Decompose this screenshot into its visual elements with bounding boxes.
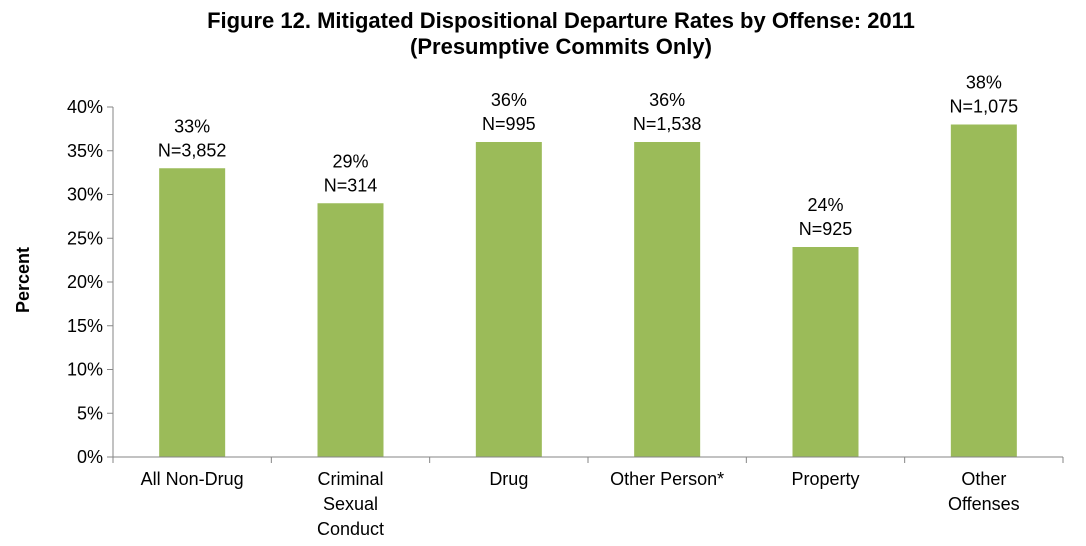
- chart-subtitle: (Presumptive Commits Only): [410, 34, 712, 59]
- data-label: 29%: [332, 151, 368, 171]
- y-tick-label: 10%: [67, 360, 103, 380]
- bar: [634, 142, 701, 457]
- data-label: 38%: [966, 73, 1002, 93]
- x-tick-label: Other: [961, 469, 1006, 489]
- y-axis-label: Percent: [13, 247, 33, 313]
- x-tick-label: Drug: [489, 469, 528, 489]
- y-tick-label: 40%: [67, 97, 103, 117]
- data-label: N=925: [799, 219, 853, 239]
- plot-area: 0% 5% 10% 15% 20% 25% 30% 35% 40% 33% N=3,852 All N…: [67, 73, 1064, 539]
- y-tick-label: 35%: [67, 141, 103, 161]
- y-tick-label: 30%: [67, 185, 103, 205]
- y-tick-label: 0%: [77, 447, 103, 467]
- bar: [317, 203, 384, 457]
- bar: [950, 124, 1017, 457]
- y-tick-label: 25%: [67, 228, 103, 248]
- data-label: N=995: [482, 114, 536, 134]
- data-label: N=314: [324, 175, 378, 195]
- x-tick-label: Property: [791, 469, 859, 489]
- data-label: 36%: [491, 90, 527, 110]
- data-label: 33%: [174, 116, 210, 136]
- x-tick-label: All Non-Drug: [141, 469, 244, 489]
- data-label: N=3,852: [158, 140, 227, 160]
- x-tick-label: Other Person*: [610, 469, 724, 489]
- y-tick-label: 15%: [67, 316, 103, 336]
- data-label: N=1,538: [633, 114, 702, 134]
- bar: [159, 168, 226, 457]
- x-tick-label: Offenses: [948, 494, 1020, 514]
- y-tick-label: 5%: [77, 403, 103, 423]
- bar: [792, 247, 859, 457]
- bar: [475, 142, 542, 457]
- y-tick-label: 20%: [67, 272, 103, 292]
- x-tick-label: Conduct: [317, 519, 384, 539]
- x-tick-label: Criminal: [317, 469, 383, 489]
- data-label: 24%: [807, 195, 843, 215]
- chart-title: Figure 12. Mitigated Dispositional Depar…: [207, 8, 915, 33]
- x-tick-label: Sexual: [323, 494, 378, 514]
- data-label: 36%: [649, 90, 685, 110]
- data-label: N=1,075: [950, 97, 1019, 117]
